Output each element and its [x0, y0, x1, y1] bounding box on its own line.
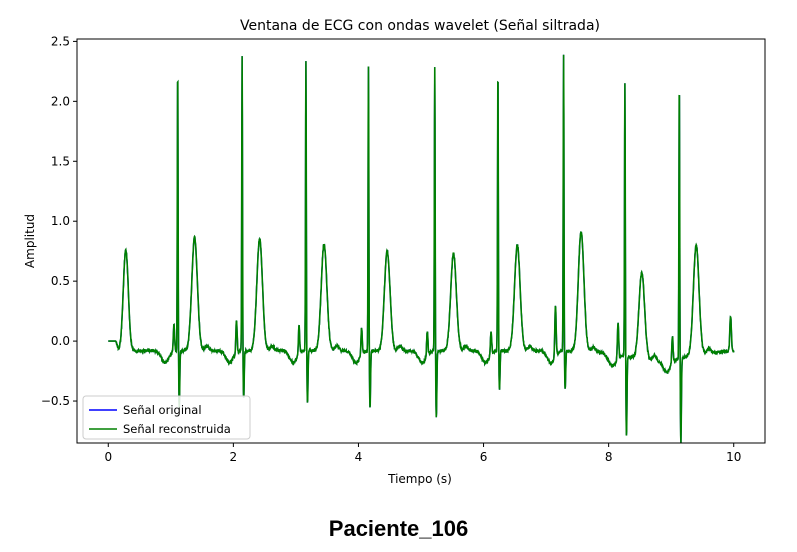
y-axis-label: Amplitud: [23, 214, 37, 268]
x-axis-label: Tiempo (s): [387, 472, 452, 486]
plot-border: [76, 38, 766, 444]
patient-caption: Paciente_106: [328, 516, 469, 541]
x-tick-label: 6: [480, 450, 488, 464]
x-tick-label: 10: [726, 450, 741, 464]
series-line-reconstructed: [108, 54, 735, 443]
plot-area: [76, 38, 766, 444]
y-tick-label: 2.0: [51, 94, 70, 108]
y-tick-label: 0.5: [51, 274, 70, 288]
x-tick-label: 4: [355, 450, 363, 464]
legend-label-original: Señal original: [123, 403, 202, 417]
legend: Señal original Señal reconstruida: [82, 395, 251, 440]
legend-label-reconstructed: Señal reconstruida: [123, 422, 231, 436]
x-tick-label: 2: [230, 450, 238, 464]
x-tick-label: 8: [605, 450, 613, 464]
y-tick-label: −0.5: [41, 394, 70, 408]
plot-frame: [77, 39, 765, 443]
y-tick-label: 1.0: [51, 214, 70, 228]
y-tick-label: 0.0: [51, 334, 70, 348]
y-tick-label: 1.5: [51, 154, 70, 168]
chart-title: Ventana de ECG con ondas wavelet (Señal …: [240, 18, 600, 34]
x-axis: 0 2 4 6 8 10: [104, 443, 741, 464]
y-axis: −0.5 0.0 0.5 1.0 1.5 2.0 2.5: [41, 34, 77, 408]
legend-box: [82, 395, 251, 440]
x-tick-label: 0: [104, 450, 112, 464]
y-tick-label: 2.5: [51, 34, 70, 48]
series-layer: [108, 54, 735, 443]
ecg-chart: Ventana de ECG con ondas wavelet (Señal …: [23, 18, 766, 486]
